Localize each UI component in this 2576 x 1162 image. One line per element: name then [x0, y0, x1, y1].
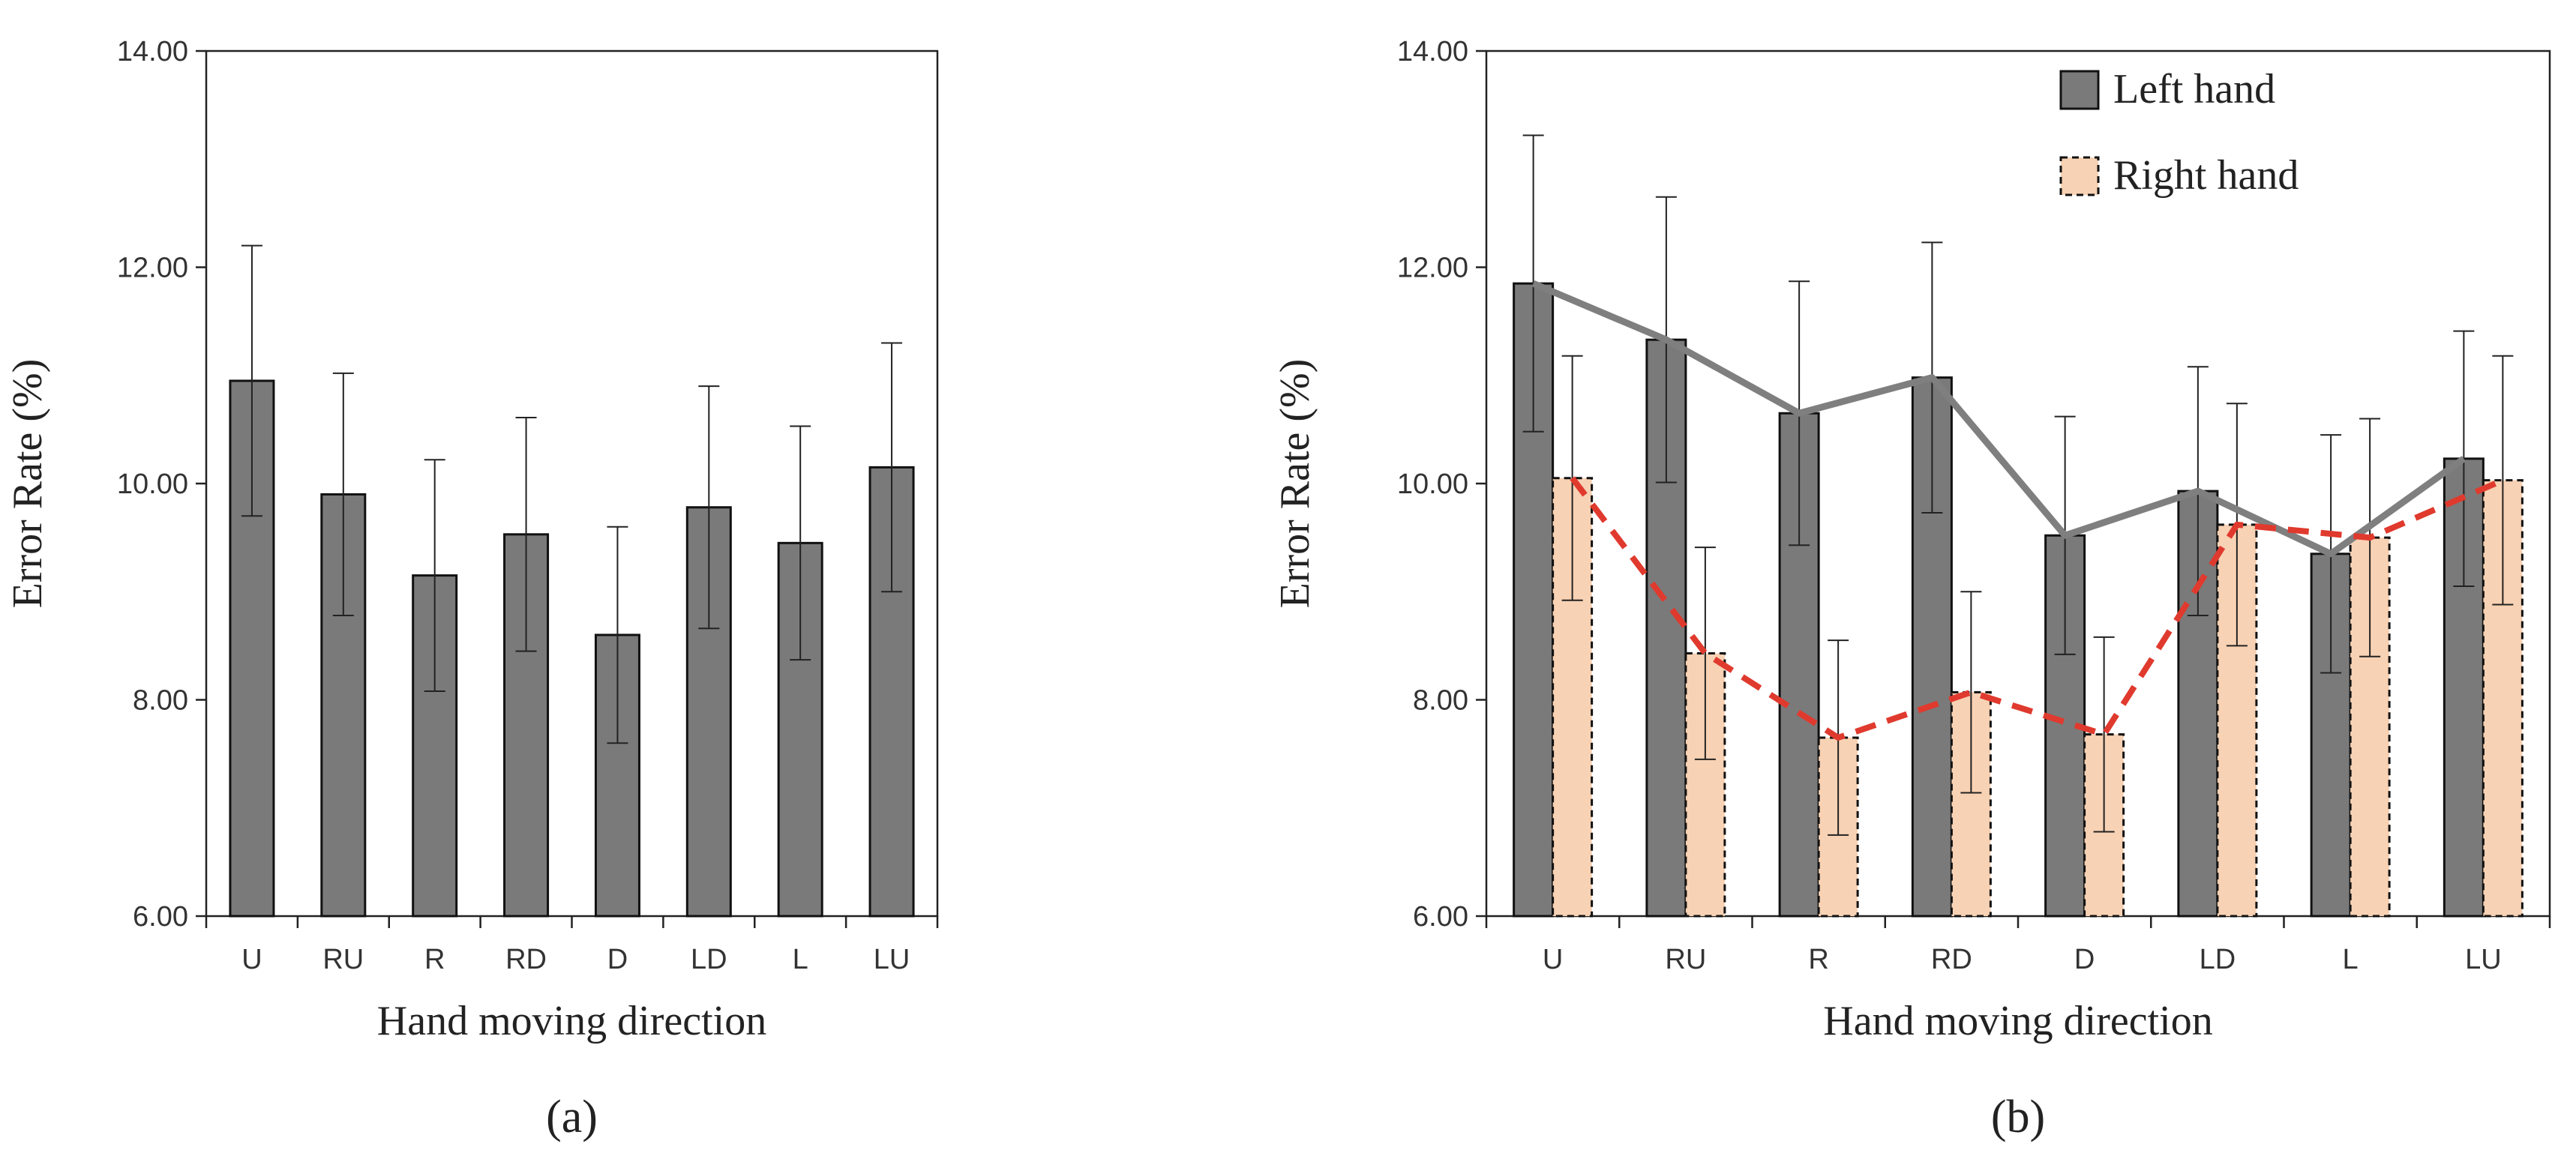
x-axis-title: Hand moving direction — [377, 998, 766, 1044]
y-tick-label: 8.00 — [1413, 685, 1468, 717]
panel-label: (a) — [546, 1092, 598, 1143]
x-tick-label: R — [1808, 944, 1828, 975]
y-tick-label: 14.00 — [1397, 36, 1468, 67]
x-tick-label: RU — [1665, 944, 1706, 975]
y-tick-label: 6.00 — [133, 901, 188, 933]
x-tick-label: U — [241, 944, 262, 975]
y-tick-label: 14.00 — [117, 36, 188, 67]
legend-label: Left hand — [2113, 66, 2275, 112]
legend-label: Right hand — [2113, 152, 2299, 199]
y-tick-label: 10.00 — [1397, 469, 1468, 500]
x-tick-label: L — [793, 944, 808, 975]
left-hand-trend-line — [1531, 280, 2466, 558]
y-tick-label: 12.00 — [1397, 253, 1468, 284]
panel-label: (b) — [1991, 1092, 2045, 1143]
x-tick-label: D — [2074, 944, 2095, 975]
x-tick-label: RD — [1931, 944, 1972, 975]
plot-frame — [205, 49, 939, 918]
x-tick-label: RU — [322, 944, 364, 975]
x-tick-label: RD — [505, 944, 547, 975]
x-tick-label: D — [607, 944, 628, 975]
x-tick-label: U — [1543, 944, 1563, 975]
x-tick-label: L — [2343, 944, 2359, 975]
y-axis-title: Error Rate (%) — [4, 359, 51, 609]
y-tick-label: 8.00 — [133, 685, 188, 717]
legend-swatch — [2059, 156, 2100, 196]
bar-left-hand — [1911, 376, 1953, 918]
y-tick-label: 6.00 — [1413, 901, 1468, 933]
x-tick-label: LD — [691, 944, 727, 975]
legend-swatch — [2059, 70, 2100, 110]
y-axis-title: Error Rate (%) — [1272, 359, 1318, 609]
x-tick-label: LU — [2465, 944, 2502, 975]
y-tick-label: 10.00 — [117, 469, 188, 500]
x-axis-title: Hand moving direction — [1823, 998, 2212, 1044]
x-tick-label: LU — [874, 944, 910, 975]
bar-all — [229, 379, 275, 918]
x-tick-label: R — [424, 944, 445, 975]
x-tick-label: LD — [2200, 944, 2236, 975]
bar-all — [320, 493, 367, 918]
right-hand-trend-line — [1570, 476, 2504, 741]
y-tick-label: 12.00 — [117, 253, 188, 284]
